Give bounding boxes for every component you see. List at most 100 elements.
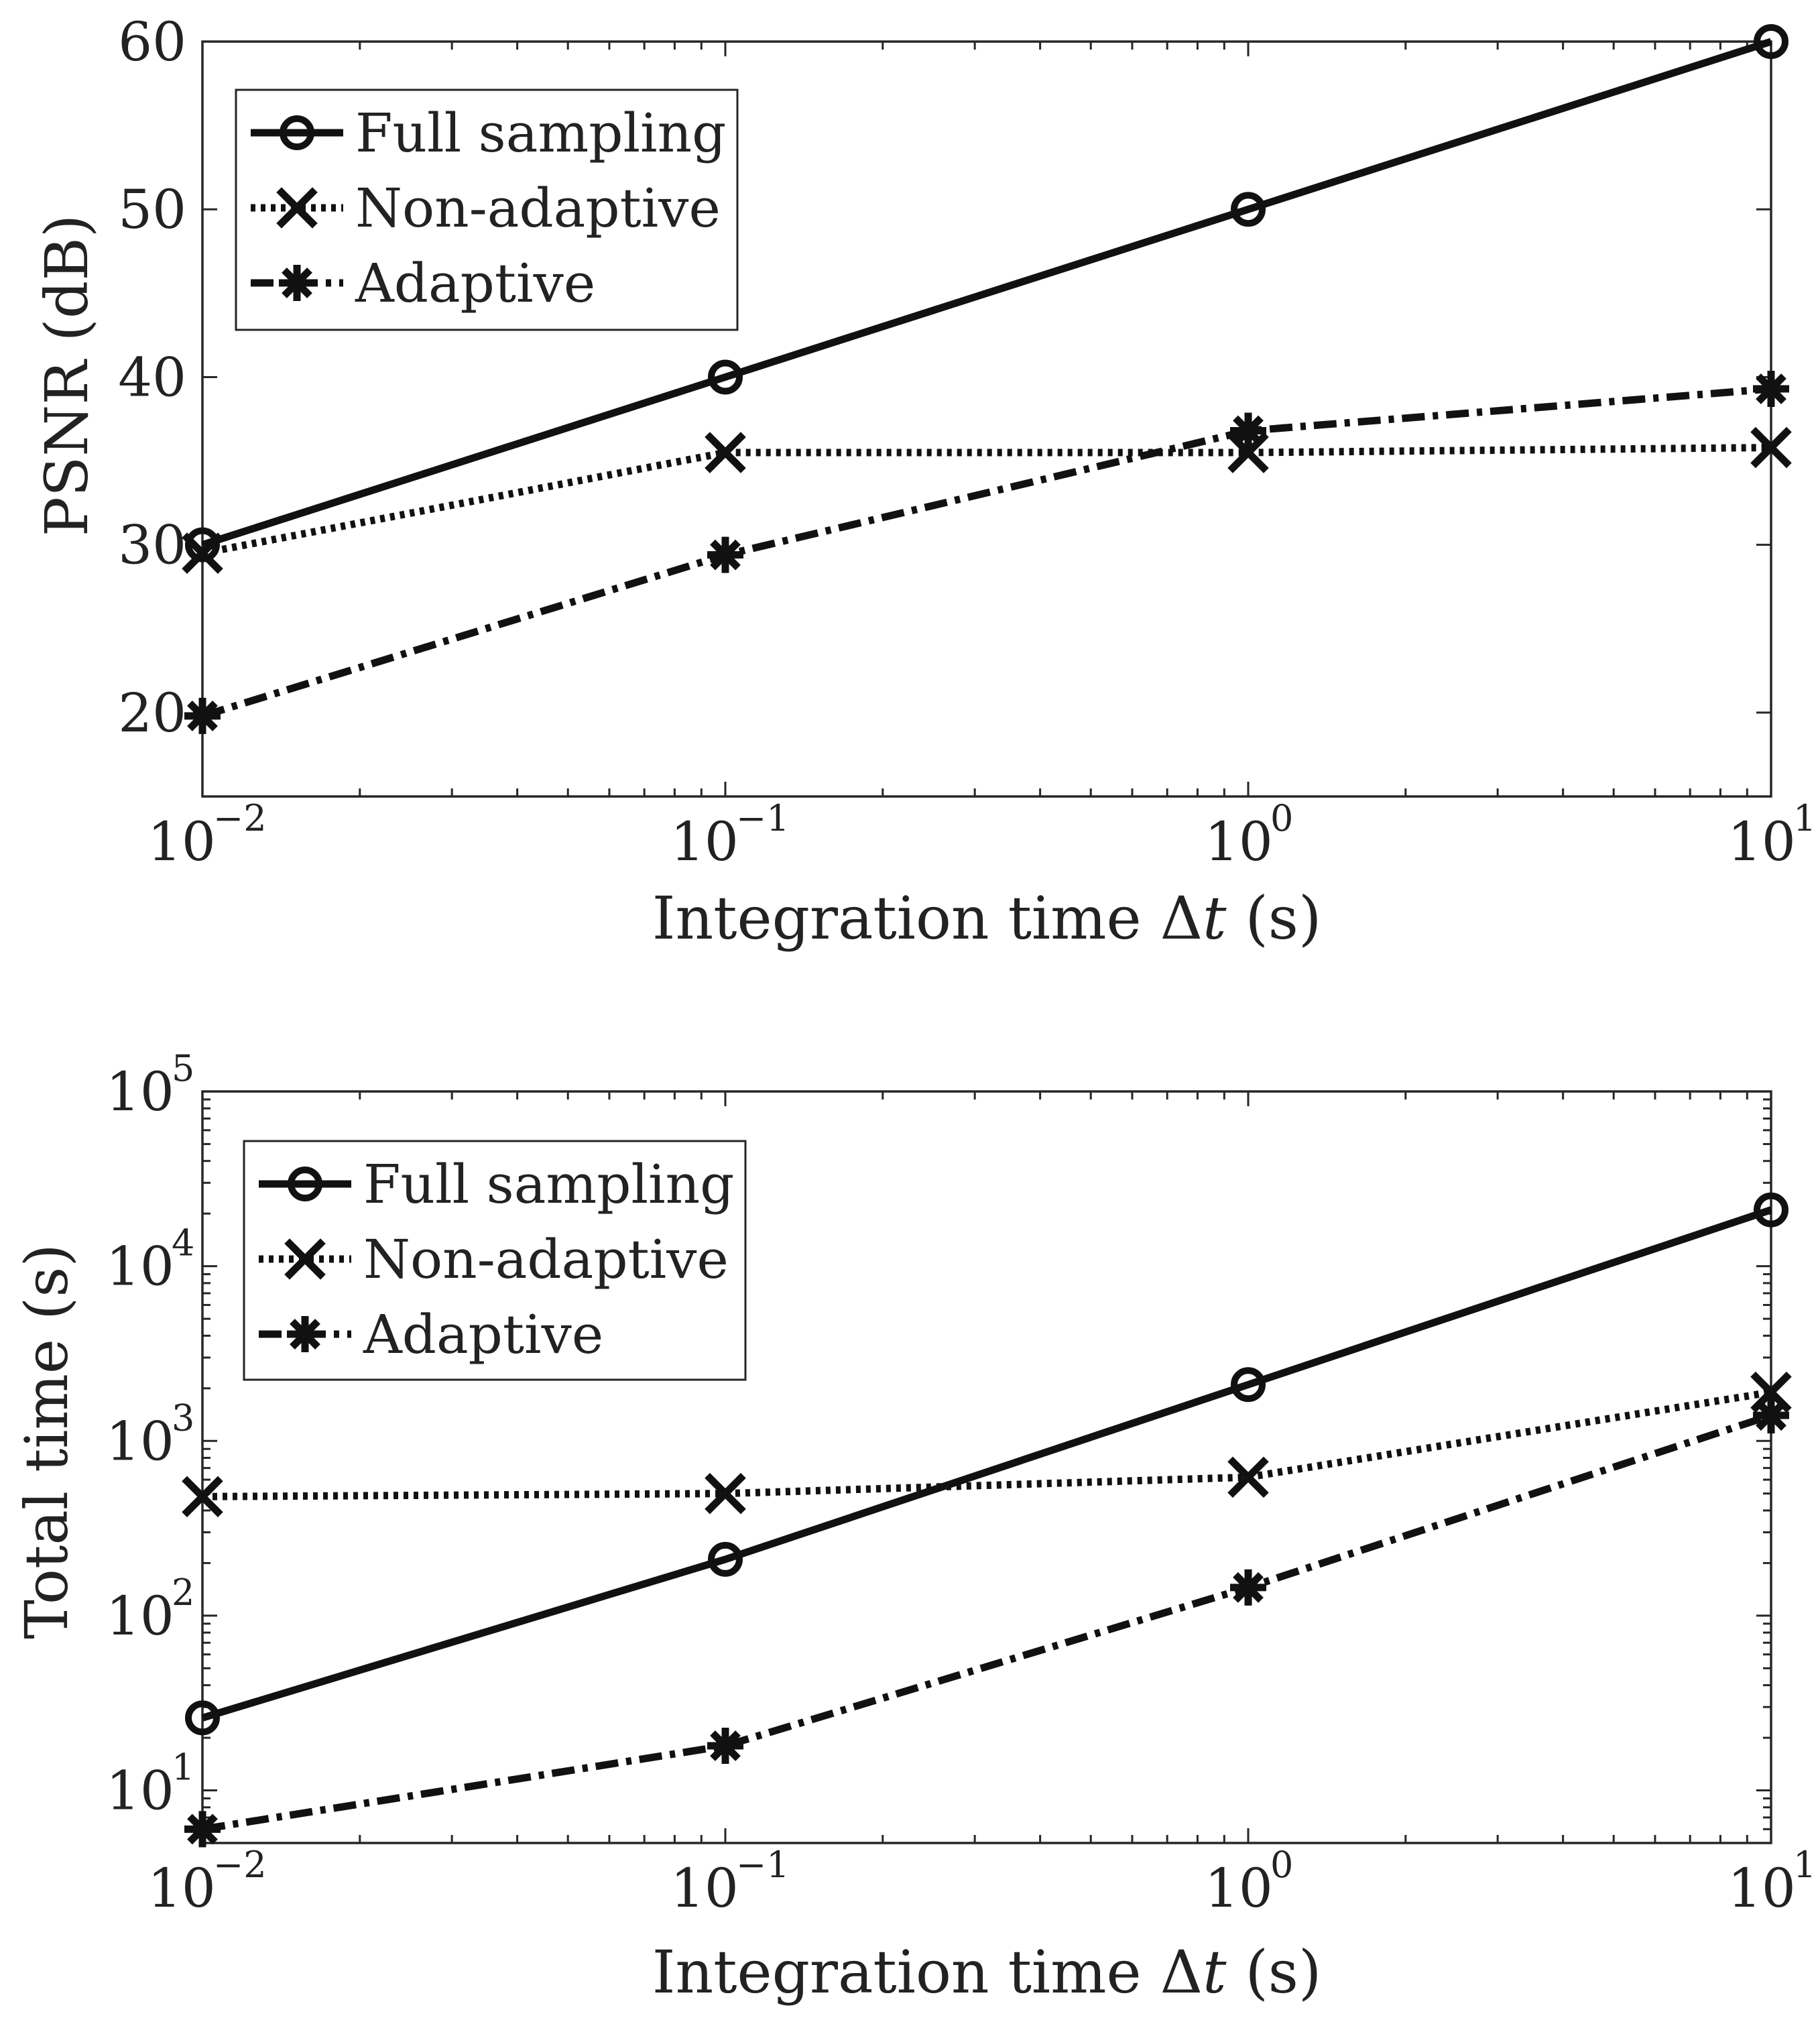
psnr-point-0-2: [1231, 192, 1266, 227]
time-x-tick-label-1: 10−1: [670, 1844, 790, 1919]
psnr-x-tick-label-3-exponent: 1: [1793, 797, 1816, 839]
time-point-1-1: [705, 1472, 746, 1514]
psnr-y-tick-label-4: 60: [118, 11, 186, 73]
time-legend: Full sampling Non-adaptive Adaptive: [243, 1140, 747, 1381]
psnr-x-tick-label-1-exponent: −1: [736, 797, 790, 839]
time-y-tick-label-4-exponent: 5: [172, 1047, 194, 1089]
time-y-tick-label-3-exponent: 4: [172, 1222, 194, 1264]
time-y-tick-label-4-base: 10: [106, 1061, 174, 1123]
time-legend-label-0: Full sampling: [363, 1153, 734, 1215]
psnr-y-axis-label: PSNR (dB): [32, 215, 101, 536]
time-y-tick-label-0-base: 10: [106, 1760, 174, 1822]
time-x-axis-label-variable: t: [1203, 1938, 1227, 2007]
psnr-y-tick-label-1: 30: [118, 514, 186, 577]
psnr-x-axis-label-unit: (s): [1227, 884, 1322, 953]
psnr-point-2-0: [184, 697, 221, 734]
time-x-tick-label-2: 100: [1205, 1844, 1293, 1919]
psnr-point-2-2: [1230, 412, 1266, 449]
psnr-series-adaptive: [184, 370, 1789, 734]
time-y-axis-label: Total time (s): [12, 1244, 81, 1639]
psnr-x-tick-label-3-base: 10: [1727, 811, 1796, 873]
psnr-y-tick-label-2: 40: [118, 346, 186, 408]
time-y-tick-label-1-base: 10: [106, 1585, 174, 1647]
time-x-tick-label-3-exponent: 1: [1793, 1844, 1816, 1886]
time-x-tick-label-1-exponent: −1: [736, 1844, 790, 1886]
psnr-legend-marker-0: [280, 115, 314, 150]
psnr-x-tick-label-1-base: 10: [670, 811, 739, 873]
time-point-0-3: [1754, 1192, 1788, 1228]
psnr-point-0-3: [1754, 24, 1788, 59]
psnr-x-tick-label-2-base: 10: [1205, 811, 1273, 873]
time-point-2-0: [184, 1811, 221, 1848]
time-y-tick-label-0-exponent: 1: [172, 1746, 194, 1789]
psnr-y-tick-label-0: 20: [118, 682, 186, 744]
psnr-series-full-sampling: [185, 24, 1788, 562]
time-line-1: [202, 1388, 1772, 1500]
time-y-tick-label-1-exponent: 2: [172, 1571, 194, 1614]
time-legend-marker-0: [288, 1167, 322, 1201]
total-time-chart: 10−2 10−1 100 101101102103104105Integration…: [12, 1047, 1816, 2007]
psnr-point-1-1: [705, 432, 746, 473]
time-legend-label-2: Adaptive: [363, 1303, 603, 1366]
time-x-axis-label-unit: (s): [1227, 1938, 1322, 2007]
time-x-tick-label-0: 10−2: [147, 1844, 267, 1919]
psnr-x-tick-label-2: 100: [1205, 797, 1293, 873]
time-point-0-1: [708, 1541, 743, 1577]
psnr-y-tick-label-3: 50: [118, 178, 186, 241]
time-point-2-1: [707, 1728, 743, 1765]
psnr-point-2-3: [1753, 370, 1789, 407]
time-y-tick-label-4: 105: [106, 1047, 194, 1123]
time-y-tick-label-2: 103: [106, 1396, 194, 1472]
time-point-1-0: [182, 1476, 223, 1518]
time-x-tick-label-0-base: 10: [147, 1857, 216, 1919]
time-y-tick-label-1: 102: [106, 1571, 194, 1647]
time-legend-marker-2: [287, 1316, 323, 1352]
time-y-tick-label-2-exponent: 3: [172, 1396, 194, 1439]
psnr-line-2: [201, 385, 1772, 720]
time-point-2-2: [1230, 1569, 1266, 1606]
psnr-point-1-0: [182, 532, 223, 574]
time-line-2: [202, 1411, 1772, 1833]
psnr-point-0-0: [185, 527, 220, 562]
time-legend-marker-1: [284, 1238, 326, 1280]
psnr-point-0-1: [708, 359, 743, 395]
psnr-point-2-1: [707, 536, 743, 573]
time-x-tick-label-2-exponent: 0: [1270, 1844, 1293, 1886]
time-line-0: [201, 1206, 1772, 1722]
time-x-tick-label-1-base: 10: [670, 1857, 739, 1919]
psnr-legend-label-1: Non-adaptive: [355, 177, 721, 239]
time-x-ticks: [201, 1091, 1772, 1843]
psnr-x-axis-label-variable: t: [1203, 884, 1227, 953]
time-x-axis-label: Integration time Δt (s): [652, 1938, 1322, 2007]
time-point-0-0: [185, 1700, 220, 1736]
psnr-axes-box: [201, 40, 1772, 798]
time-point-1-2: [1227, 1456, 1269, 1498]
psnr-x-tick-label-0-exponent: −2: [213, 797, 267, 839]
time-y-tick-label-0: 101: [106, 1746, 194, 1822]
time-point-2-3: [1753, 1397, 1789, 1434]
time-x-tick-label-3: 101: [1727, 1844, 1816, 1919]
psnr-x-tick-label-0: 10−2: [147, 797, 267, 873]
psnr-x-tick-label-2-exponent: 0: [1270, 797, 1293, 839]
psnr-x-axis-label-text: Integration time Δ: [652, 884, 1203, 953]
psnr-point-1-3: [1750, 426, 1792, 469]
time-point-0-2: [1231, 1367, 1266, 1403]
time-x-tick-label-2-base: 10: [1205, 1857, 1273, 1919]
psnr-legend-label-0: Full sampling: [355, 102, 726, 164]
time-x-tick-label-3-base: 10: [1727, 1857, 1796, 1919]
time-x-tick-label-0-exponent: −2: [213, 1844, 267, 1886]
time-y-tick-label-2-base: 10: [106, 1410, 174, 1472]
time-y-tick-label-3: 104: [106, 1222, 194, 1298]
time-x-axis-label-text: Integration time Δ: [652, 1938, 1203, 2007]
psnr-legend-marker-1: [276, 187, 318, 229]
psnr-x-tick-label-0-base: 10: [147, 811, 216, 873]
time-legend-label-1: Non-adaptive: [363, 1228, 729, 1291]
psnr-legend: Full sampling Non-adaptive Adaptive: [235, 88, 739, 331]
time-series-adaptive: [184, 1397, 1789, 1848]
psnr-legend-marker-2: [279, 265, 315, 301]
psnr-x-axis-label: Integration time Δt (s): [652, 884, 1322, 953]
psnr-legend-label-2: Adaptive: [355, 252, 595, 314]
psnr-line-0: [201, 38, 1772, 548]
